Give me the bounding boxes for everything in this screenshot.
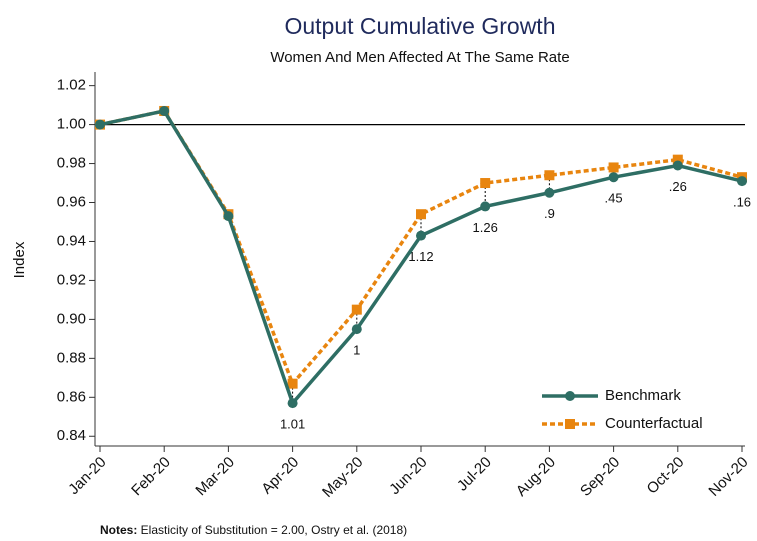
x-tick-label: Jul-20 [454,454,495,495]
y-tick-label: 1.02 [57,77,86,94]
x-tick-label: Sep-20 [577,454,623,500]
x-tick-label: Jun-20 [386,454,430,498]
point [544,187,555,198]
point [351,304,362,315]
notes-text: Elasticity of Substitution = 2.00, Ostry… [137,523,407,537]
y-tick-label: 0.96 [57,193,86,210]
gap-label: 1.01 [280,417,305,432]
series-line [99,108,743,388]
legend-marker [565,391,575,401]
x-tick-label: Oct-20 [644,454,688,498]
y-tick-label: 0.84 [57,427,86,444]
point [608,162,619,173]
point [480,178,491,189]
x-tick-label: Feb-20 [128,454,174,500]
point [480,201,491,212]
point [544,170,555,181]
y-tick-label: 0.92 [57,271,86,288]
notes-label: Notes: [100,523,137,537]
point [159,105,170,116]
gap-label: 1.26 [473,220,498,235]
y-tick-label: 1.00 [57,116,86,133]
gap-label: 1.12 [408,249,433,264]
point [416,209,426,220]
point [608,172,619,183]
y-tick-label: 0.88 [57,349,86,366]
point [287,398,298,409]
x-tick-label: Aug-20 [513,454,559,500]
point [672,154,683,165]
gap-label: .26 [669,179,687,194]
y-axis-label: Index [11,241,28,278]
gap-label: .45 [605,191,623,206]
y-tick-label: 0.86 [57,388,86,405]
x-tick-label: Mar-20 [192,454,238,500]
point [223,211,234,222]
point [416,230,426,241]
point [95,119,105,130]
chart-subtitle: Women And Men Affected At The Same Rate [270,49,569,66]
x-tick-label: Jan-20 [65,454,109,498]
point [351,324,362,335]
legend-label: Counterfactual [605,415,703,432]
gap-label: .9 [544,206,555,221]
gap-label: 1 [353,343,360,358]
point [737,176,747,187]
x-tick-label: Apr-20 [258,454,302,498]
x-tick-label: Nov-20 [705,454,751,500]
gap-label: .16 [733,195,751,210]
legend-marker [565,419,575,429]
point [287,378,298,389]
notes: Notes: Elasticity of Substitution = 2.00… [100,523,407,537]
chart-title: Output Cumulative Growth [284,13,555,39]
x-tick-label: May-20 [319,454,366,501]
y-tick-label: 0.90 [57,310,86,327]
y-tick-label: 0.94 [57,232,86,249]
point [672,160,683,171]
legend-box [538,380,746,440]
legend-label: Benchmark [605,387,681,404]
y-tick-label: 0.98 [57,155,86,172]
